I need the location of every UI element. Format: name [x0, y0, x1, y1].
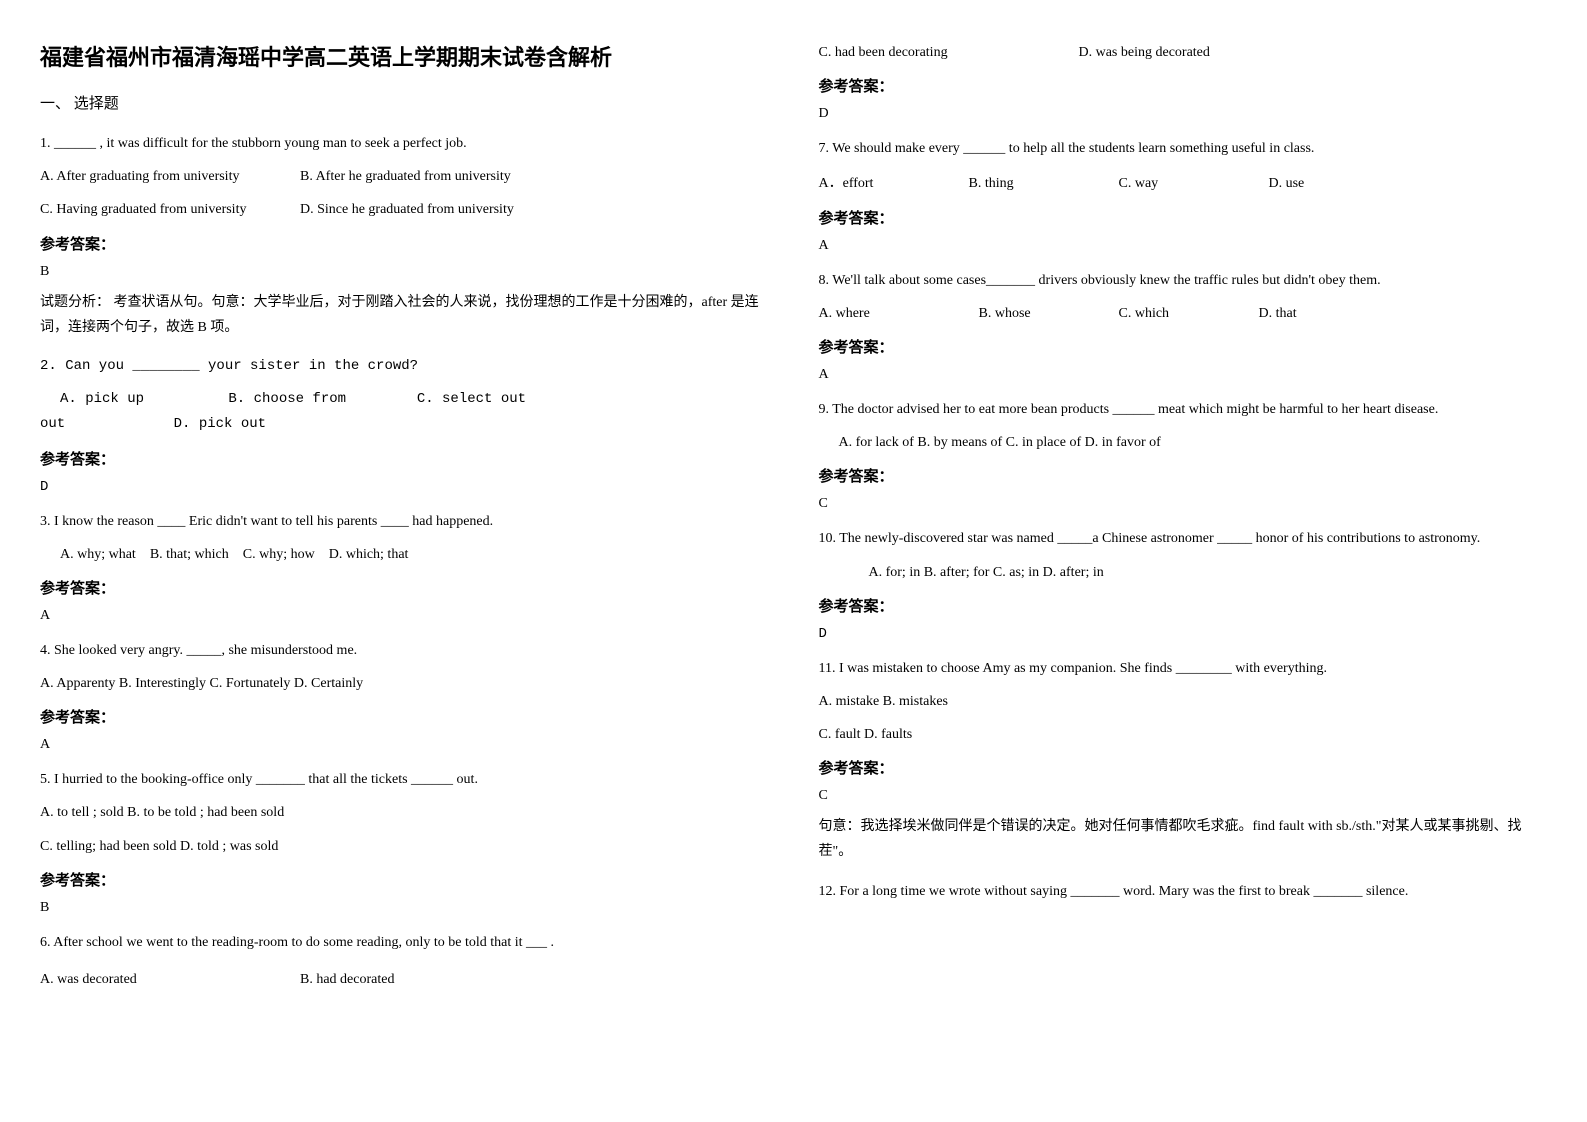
q5-answer: B: [40, 900, 769, 916]
q10-answer-heading: 参考答案：: [819, 595, 1548, 616]
q2-options: A. pick up B. choose from C. select out …: [40, 387, 769, 437]
question-12: 12. For a long time we wrote without say…: [819, 879, 1548, 904]
q1-answer: B: [40, 264, 769, 280]
question-2: 2. Can you ________ your sister in the c…: [40, 354, 769, 495]
q2-optC: C. select out: [417, 387, 537, 412]
q11-answer: C: [819, 788, 1548, 804]
question-6-left: 6. After school we went to the reading-r…: [40, 930, 769, 992]
q8-stem: 8. We'll talk about some cases_______ dr…: [819, 268, 1548, 293]
q2-stem: 2. Can you ________ your sister in the c…: [40, 354, 769, 379]
q3-answer: A: [40, 608, 769, 624]
q7-answer-heading: 参考答案：: [819, 207, 1548, 228]
q9-answer: C: [819, 496, 1548, 512]
q9-options: A. for lack of B. by means of C. in plac…: [819, 430, 1548, 455]
q1-explanation: 试题分析： 考查状语从句。句意：大学毕业后，对于刚踏入社会的人来说，找份理想的工…: [40, 290, 769, 340]
question-6-right: C. had been decorating D. was being deco…: [819, 40, 1548, 122]
right-column: C. had been decorating D. was being deco…: [819, 40, 1548, 1006]
q6-optB: B. had decorated: [300, 967, 560, 992]
q2-optC-cont: out: [40, 412, 65, 437]
q5-answer-heading: 参考答案：: [40, 869, 769, 890]
q2-optD: D. pick out: [174, 412, 266, 437]
q8-optA: A. where: [819, 301, 979, 326]
q5-line1: A. to tell ; sold B. to be told ; had be…: [40, 800, 769, 825]
q4-stem: 4. She looked very angry. _____, she mis…: [40, 638, 769, 663]
q11-stem: 11. I was mistaken to choose Amy as my c…: [819, 656, 1548, 681]
q3-answer-heading: 参考答案：: [40, 577, 769, 598]
q3-optA: A. why; what: [60, 547, 136, 562]
question-10: 10. The newly-discovered star was named …: [819, 526, 1548, 641]
q10-answer: D: [819, 626, 1548, 642]
q9-answer-heading: 参考答案：: [819, 465, 1548, 486]
q8-optB: B. whose: [979, 301, 1119, 326]
section-heading: 一、 选择题: [40, 92, 769, 113]
q10-stem: 10. The newly-discovered star was named …: [819, 526, 1548, 551]
q8-answer: A: [819, 367, 1548, 383]
q7-answer: A: [819, 238, 1548, 254]
q10-options: A. for; in B. after; for C. as; in D. af…: [819, 560, 1548, 585]
q6-optA: A. was decorated: [40, 967, 300, 992]
q3-stem: 3. I know the reason ____ Eric didn't wa…: [40, 509, 769, 534]
q4-answer-heading: 参考答案：: [40, 706, 769, 727]
q1-optA: A. After graduating from university: [40, 164, 300, 189]
question-5: 5. I hurried to the booking-office only …: [40, 767, 769, 916]
q1-options-row1: A. After graduating from university B. A…: [40, 164, 769, 189]
q8-answer-heading: 参考答案：: [819, 336, 1548, 357]
q1-optD: D. Since he graduated from university: [300, 197, 560, 222]
question-4: 4. She looked very angry. _____, she mis…: [40, 638, 769, 753]
q1-optB: B. After he graduated from university: [300, 164, 560, 189]
q12-stem: 12. For a long time we wrote without say…: [819, 879, 1548, 904]
question-3: 3. I know the reason ____ Eric didn't wa…: [40, 509, 769, 624]
q6-answer-heading: 参考答案：: [819, 75, 1548, 96]
q2-optB: B. choose from: [228, 387, 408, 412]
q7-stem: 7. We should make every ______ to help a…: [819, 136, 1548, 161]
q11-line1: A. mistake B. mistakes: [819, 689, 1548, 714]
q9-stem: 9. The doctor advised her to eat more be…: [819, 397, 1548, 422]
q6-options-row2: C. had been decorating D. was being deco…: [819, 40, 1548, 65]
q6-optD: D. was being decorated: [1079, 40, 1339, 65]
q1-optC: C. Having graduated from university: [40, 197, 300, 222]
question-9: 9. The doctor advised her to eat more be…: [819, 397, 1548, 512]
q6-answer: D: [819, 106, 1548, 122]
left-column: 福建省福州市福清海瑶中学高二英语上学期期末试卷含解析 一、 选择题 1. ___…: [40, 40, 769, 1006]
question-11: 11. I was mistaken to choose Amy as my c…: [819, 656, 1548, 865]
q6-stem: 6. After school we went to the reading-r…: [40, 930, 769, 955]
q3-options: A. why; what B. that; which C. why; how …: [40, 542, 769, 567]
q7-optC: C. way: [1119, 171, 1269, 196]
q3-optD: D. which; that: [329, 547, 409, 562]
q1-options-row2: C. Having graduated from university D. S…: [40, 197, 769, 222]
q3-optC: C. why; how: [243, 547, 315, 562]
q8-optD: D. that: [1259, 301, 1399, 326]
q4-answer: A: [40, 737, 769, 753]
page-container: 福建省福州市福清海瑶中学高二英语上学期期末试卷含解析 一、 选择题 1. ___…: [40, 40, 1547, 1006]
question-7: 7. We should make every ______ to help a…: [819, 136, 1548, 253]
question-8: 8. We'll talk about some cases_______ dr…: [819, 268, 1548, 383]
q7-optD: D. use: [1269, 171, 1409, 196]
q2-answer: D: [40, 479, 769, 495]
q4-options: A. Apparenty B. Interestingly C. Fortuna…: [40, 671, 769, 696]
q8-options: A. where B. whose C. which D. that: [819, 301, 1548, 326]
q8-optC: C. which: [1119, 301, 1259, 326]
q7-optB: B. thing: [969, 171, 1119, 196]
q2-answer-heading: 参考答案：: [40, 448, 769, 469]
doc-title: 福建省福州市福清海瑶中学高二英语上学期期末试卷含解析: [40, 40, 769, 72]
q6-options-row1: A. was decorated B. had decorated: [40, 967, 769, 992]
q1-stem: 1. ______ , it was difficult for the stu…: [40, 131, 769, 156]
q3-optB: B. that; which: [150, 547, 229, 562]
q5-line2: C. telling; had been sold D. told ; was …: [40, 834, 769, 859]
q1-answer-heading: 参考答案：: [40, 233, 769, 254]
q7-optA: A．effort: [819, 171, 969, 196]
q6-optC: C. had been decorating: [819, 40, 1079, 65]
q11-explanation: 句意：我选择埃米做同伴是个错误的决定。她对任何事情都吹毛求疵。find faul…: [819, 814, 1548, 864]
q11-line2: C. fault D. faults: [819, 722, 1548, 747]
q11-answer-heading: 参考答案：: [819, 757, 1548, 778]
q5-stem: 5. I hurried to the booking-office only …: [40, 767, 769, 792]
q2-optA: A. pick up: [60, 387, 220, 412]
q7-options: A．effort B. thing C. way D. use: [819, 171, 1548, 196]
question-1: 1. ______ , it was difficult for the stu…: [40, 131, 769, 340]
